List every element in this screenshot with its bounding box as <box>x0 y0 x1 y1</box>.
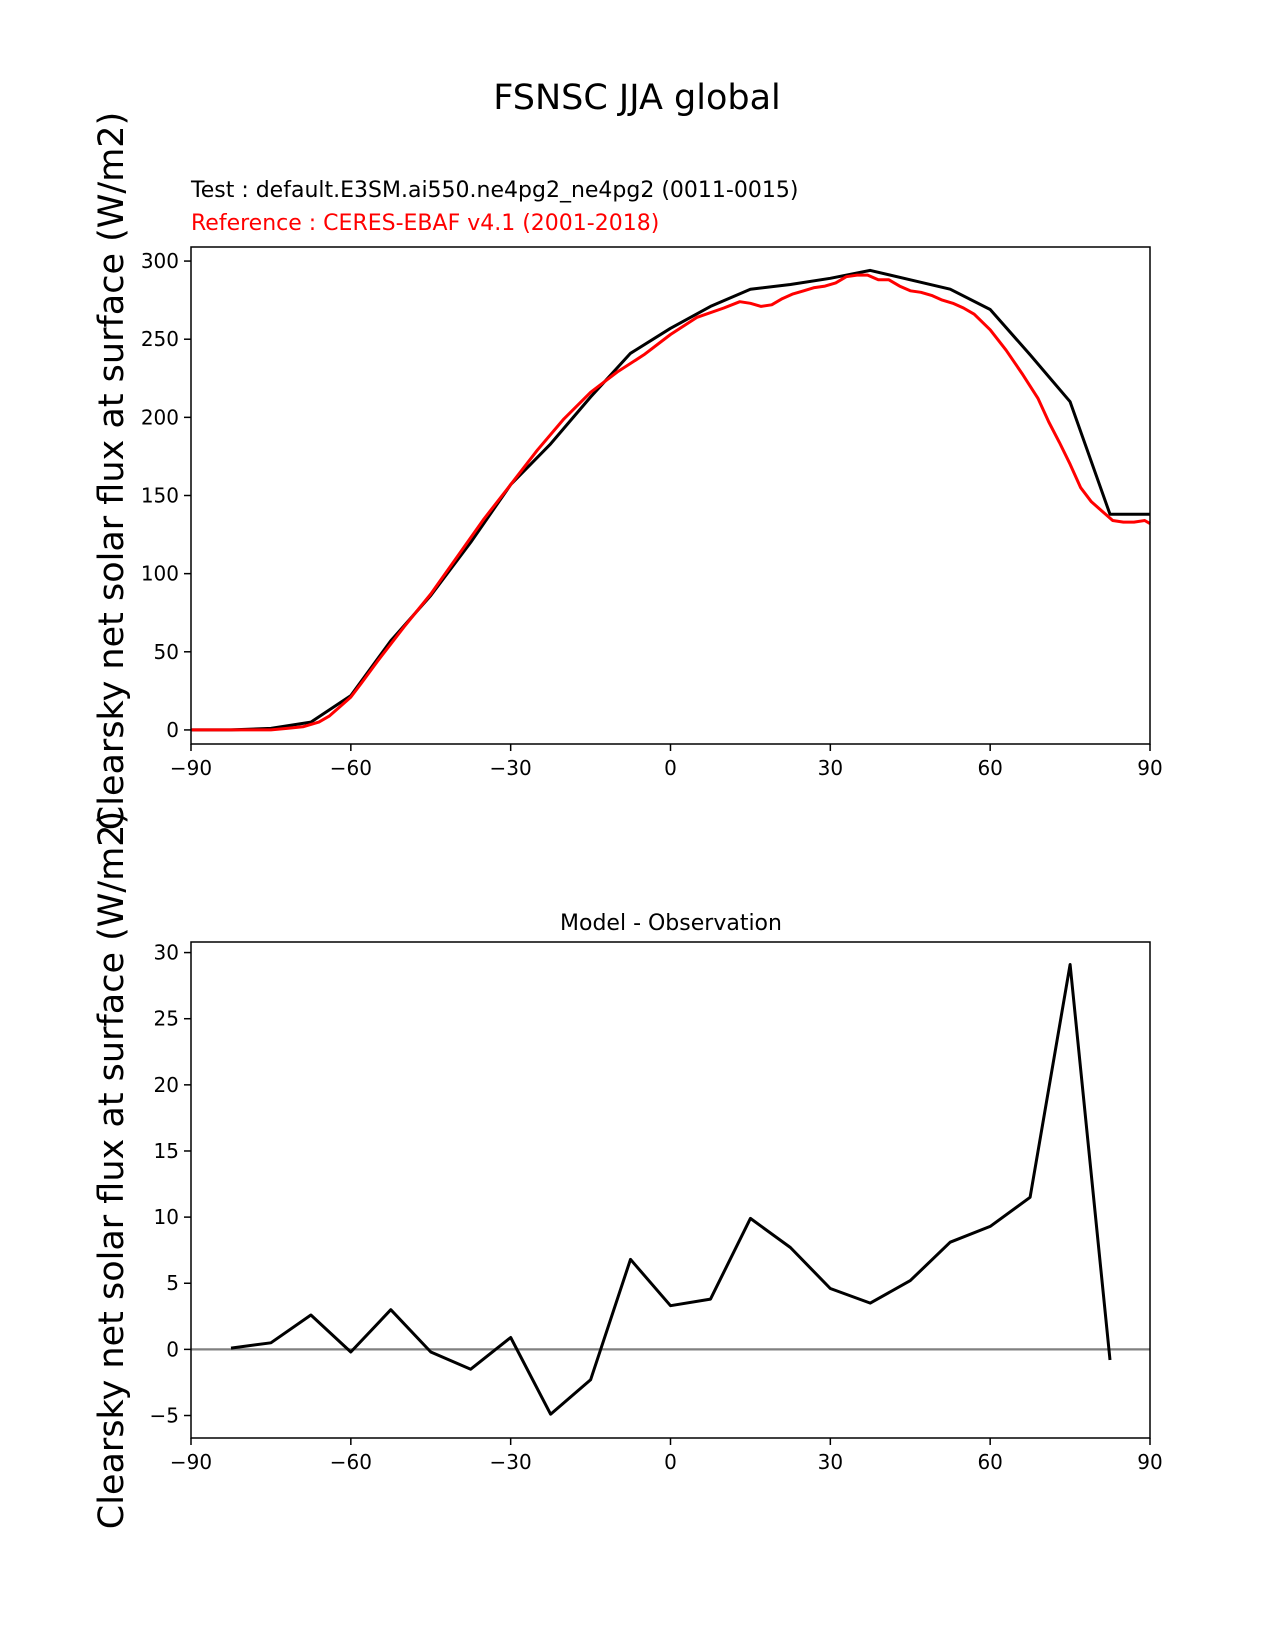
top-y-tick-label: 0 <box>166 718 179 742</box>
top-x-tick-label: 90 <box>1137 756 1162 780</box>
top-panel: Test : default.E3SM.ai550.ne4pg2_ne4pg2 … <box>141 178 1163 780</box>
top-series-1-line <box>191 273 1151 732</box>
bottom-y-tick-label: 30 <box>154 941 179 965</box>
top-x-tick-label: 60 <box>977 756 1002 780</box>
top-y-tick-label: 100 <box>141 562 179 586</box>
reference-label: Reference : CERES-EBAF v4.1 (2001-2018) <box>191 211 659 236</box>
difference-title: Model - Observation <box>560 911 782 936</box>
top-y-tick-label: 150 <box>141 484 179 508</box>
top-y-tick-label: 300 <box>141 249 179 273</box>
top-x-tick-label: 0 <box>664 756 677 780</box>
bottom-x-tick-label: 30 <box>818 1450 843 1474</box>
bottom-y-tick-label: 5 <box>166 1271 179 1295</box>
bottom-axes-frame <box>190 941 1151 1439</box>
top-plot-area: −90 −60 −30 0 30 60 90 0 50 100 150 200 250 300 <box>141 246 1163 780</box>
bottom-y-tick-label: 25 <box>154 1007 179 1031</box>
figure-title: FSNSC JJA global <box>493 78 781 118</box>
y-axis-label-top: Clearsky net solar flux at surface (W/m2… <box>92 112 132 830</box>
bottom-x-tick-label: −90 <box>170 1450 212 1474</box>
bottom-panel: Model - Observation −90 −60 −30 0 30 60 90 −5 0 5… <box>150 911 1163 1474</box>
top-y-tick-label: 50 <box>154 640 179 664</box>
top-x-tick-label: −60 <box>330 756 372 780</box>
top-y-tick-label: 250 <box>141 327 179 351</box>
bottom-y-tick-label: 10 <box>154 1205 179 1229</box>
top-x-tick-label: −30 <box>490 756 532 780</box>
bottom-y-tick-label: 0 <box>166 1337 179 1361</box>
bottom-x-tick-label: −30 <box>490 1450 532 1474</box>
bottom-x-tick-label: −60 <box>330 1450 372 1474</box>
top-y-tick-label: 200 <box>141 405 179 429</box>
bottom-y-tick-label: −5 <box>150 1404 179 1428</box>
bottom-x-tick-label: 60 <box>977 1450 1002 1474</box>
test-label: Test : default.E3SM.ai550.ne4pg2_ne4pg2 … <box>190 178 798 203</box>
top-series-0-line <box>191 268 1150 732</box>
top-x-tick-label: −90 <box>170 756 212 780</box>
bottom-series-0-line <box>230 963 1112 1416</box>
top-axes-frame <box>190 246 1151 745</box>
bottom-x-tick-label: 90 <box>1137 1450 1162 1474</box>
top-x-tick-label: 30 <box>818 756 843 780</box>
bottom-y-tick-label: 15 <box>154 1139 179 1163</box>
bottom-plot-area: −90 −60 −30 0 30 60 90 −5 0 5 10 15 20 25 30 <box>150 941 1163 1474</box>
bottom-y-tick-label: 20 <box>154 1073 179 1097</box>
bottom-x-tick-label: 0 <box>664 1450 677 1474</box>
y-axis-label-bottom: Clearsky net solar flux at surface (W/m2… <box>92 811 132 1529</box>
